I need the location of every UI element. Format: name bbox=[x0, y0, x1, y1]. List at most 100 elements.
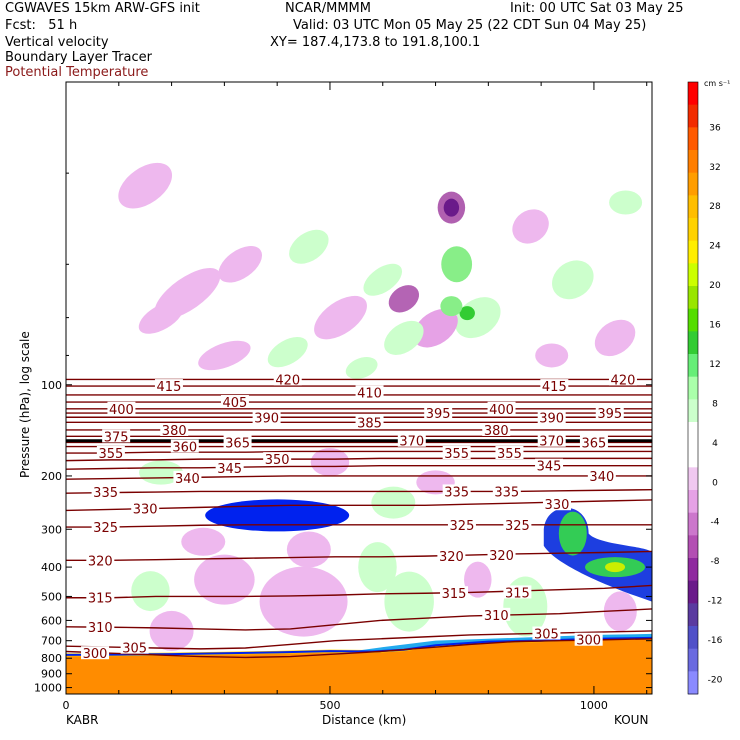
velocity-cell bbox=[609, 190, 643, 215]
theta-label: 420 bbox=[275, 373, 300, 388]
theta-label: 400 bbox=[489, 403, 514, 418]
theta-label-bg bbox=[96, 446, 125, 460]
y-tick-label: 500 bbox=[41, 590, 62, 603]
theta-label: 370 bbox=[539, 435, 564, 450]
theta-label: 335 bbox=[494, 485, 519, 500]
velocity-cell bbox=[194, 554, 255, 605]
theta-line-340 bbox=[66, 475, 652, 480]
theta-label: 345 bbox=[217, 462, 242, 477]
colorbar-segment bbox=[688, 195, 698, 219]
boundary-layer-tracer bbox=[66, 499, 652, 694]
theta-label-bg bbox=[81, 646, 110, 660]
colorbar-segment bbox=[688, 535, 698, 559]
theta-label-bg bbox=[86, 590, 115, 604]
theta-label-bg bbox=[355, 385, 384, 399]
colorbar-label: 32 bbox=[709, 163, 720, 173]
colorbar-segment bbox=[688, 444, 698, 468]
colorbar-segment bbox=[688, 603, 698, 627]
theta-label-bg bbox=[355, 415, 384, 429]
colorbar-segment bbox=[688, 490, 698, 514]
colorbar-segment bbox=[688, 580, 698, 604]
colorbar-label: -20 bbox=[708, 675, 723, 685]
velocity-cell bbox=[118, 162, 173, 209]
left-endpoint-label: KABR bbox=[66, 713, 99, 727]
y-tick-label: 600 bbox=[41, 614, 62, 627]
colorbar-label: -4 bbox=[711, 518, 720, 528]
theta-label: 315 bbox=[88, 592, 113, 607]
colorbar-segment bbox=[688, 399, 698, 423]
theta-label-bg bbox=[595, 406, 624, 420]
colorbar-segment bbox=[688, 376, 698, 400]
theta-label-bg bbox=[482, 607, 511, 621]
y-tick-label: 1000 bbox=[34, 682, 62, 695]
velocity-cell bbox=[267, 336, 308, 368]
velocity-cell bbox=[138, 301, 184, 334]
theta-label-bg bbox=[223, 435, 252, 449]
header-field-tracer: Boundary Layer Tracer bbox=[5, 50, 152, 65]
theta-label-bg bbox=[495, 446, 524, 460]
colorbar: 36 32 28 24 20 16 12 8 4 0 -4 -8 -12 -16 -20 bbox=[687, 81, 723, 695]
colorbar-label: 28 bbox=[709, 202, 721, 212]
colorbar-segment bbox=[688, 467, 698, 491]
theta-label: 320 bbox=[88, 554, 113, 569]
theta-label: 365 bbox=[225, 436, 250, 451]
tracer-elevated-plume bbox=[205, 499, 350, 532]
velocity-cell bbox=[310, 448, 350, 477]
theta-label-bg bbox=[587, 468, 616, 482]
theta-line-320 bbox=[66, 550, 652, 562]
theta-label-bg bbox=[86, 553, 115, 567]
colorbar-segment bbox=[688, 263, 698, 287]
velocity-cell bbox=[535, 343, 569, 368]
theta-label: 395 bbox=[426, 407, 451, 422]
velocity-cell bbox=[443, 198, 460, 217]
colorbar-segment bbox=[688, 104, 698, 128]
y-tick-label: 400 bbox=[41, 561, 62, 574]
theta-label: 400 bbox=[109, 403, 134, 418]
colorbar-segment bbox=[688, 671, 698, 695]
theta-label: 420 bbox=[611, 373, 636, 388]
theta-label-bg bbox=[120, 640, 149, 654]
velocity-cell bbox=[363, 263, 403, 296]
theta-line-315 bbox=[66, 584, 652, 599]
velocity-cell bbox=[413, 308, 458, 348]
velocity-cell bbox=[512, 209, 549, 244]
theta-label: 360 bbox=[172, 441, 197, 456]
velocity-cell bbox=[459, 306, 475, 321]
theta-label: 355 bbox=[98, 447, 123, 462]
theta-label: 375 bbox=[104, 430, 129, 445]
velocity-cell bbox=[464, 561, 492, 598]
colorbar-units: cm s⁻¹ bbox=[704, 79, 731, 88]
theta-label: 395 bbox=[597, 407, 622, 422]
header-xy: XY= 187.4,173.8 to 191.8,100.1 bbox=[270, 35, 481, 50]
theta-contour-labels: 420 420 415 415 410 405 400 400 395 395 390 390 385 3… bbox=[81, 372, 637, 662]
velocity-cell bbox=[259, 566, 348, 637]
colorbar-segment bbox=[688, 218, 698, 242]
tracer-surface-layer bbox=[66, 637, 652, 694]
theta-label: 415 bbox=[157, 380, 182, 395]
velocity-cell bbox=[441, 246, 473, 283]
theta-label-bg bbox=[442, 484, 471, 498]
theta-label-bg bbox=[263, 452, 292, 466]
velocity-cell bbox=[358, 542, 397, 593]
theta-label-bg bbox=[86, 620, 115, 634]
theta-label-bg bbox=[215, 460, 244, 474]
x-axis-title: Distance (km) bbox=[322, 713, 407, 727]
y-tick-label: 700 bbox=[41, 635, 62, 648]
tracer-plume-right bbox=[543, 507, 652, 602]
velocity-cell bbox=[314, 295, 367, 340]
theta-line-355 bbox=[66, 450, 652, 454]
colorbar-label: -8 bbox=[711, 557, 720, 567]
theta-label-bg bbox=[440, 586, 469, 600]
theta-label: 300 bbox=[83, 647, 108, 662]
header-org: NCAR/MMMM bbox=[285, 1, 371, 16]
colorbar-label: 0 bbox=[712, 478, 718, 488]
theta-label: 320 bbox=[489, 549, 514, 564]
theta-label: 410 bbox=[357, 386, 382, 401]
velocity-cell bbox=[149, 610, 194, 651]
theta-label: 305 bbox=[122, 642, 147, 657]
theta-label-bg bbox=[102, 429, 131, 443]
theta-label: 325 bbox=[450, 519, 475, 534]
theta-label-bg bbox=[442, 446, 471, 460]
velocity-cell bbox=[384, 571, 434, 632]
theta-label-bg bbox=[532, 626, 561, 640]
